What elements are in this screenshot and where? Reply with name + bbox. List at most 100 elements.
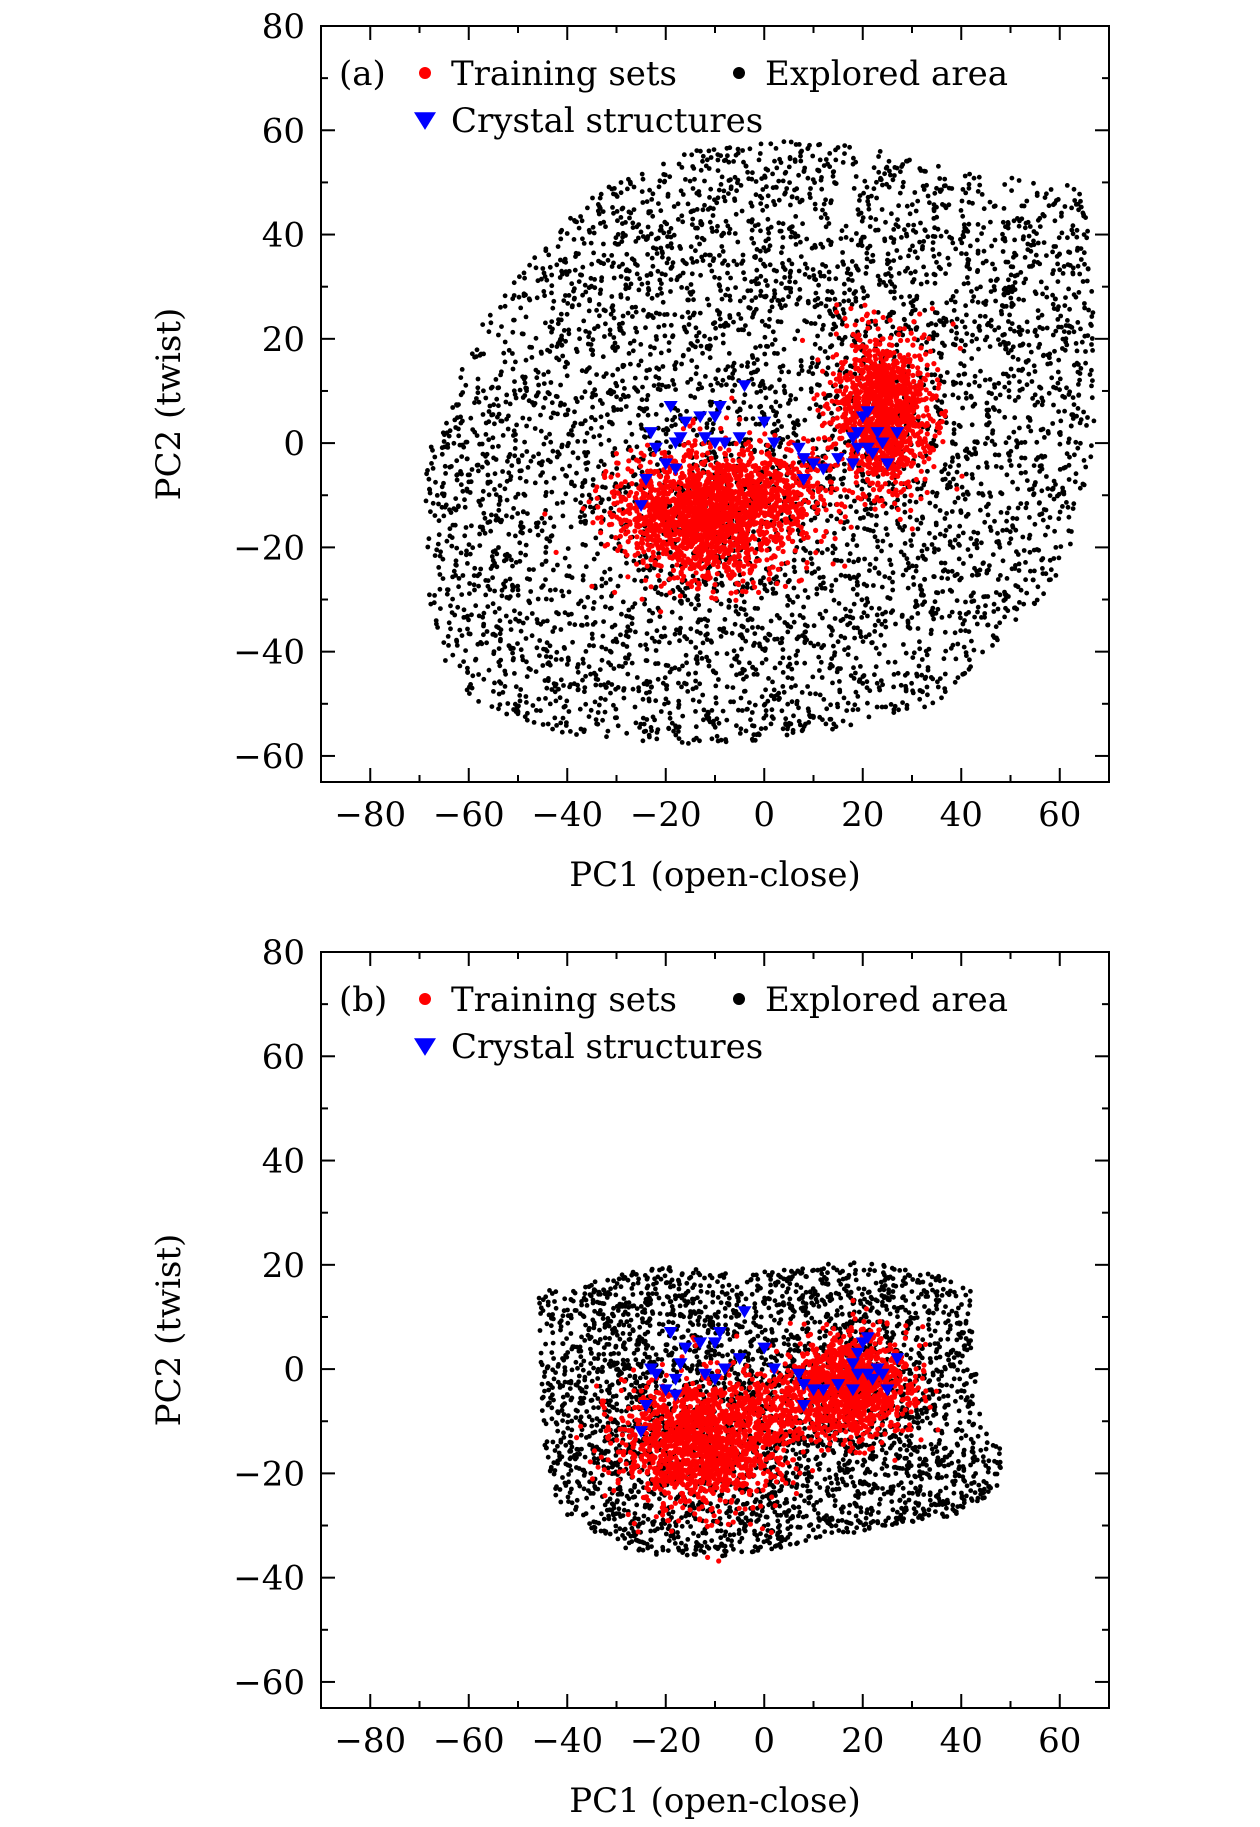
- explored-point: [628, 281, 634, 287]
- explored-point: [624, 251, 630, 257]
- explored-point: [821, 580, 826, 586]
- explored-point: [597, 313, 602, 319]
- explored-point: [508, 474, 514, 479]
- explored-point: [1056, 235, 1062, 241]
- explored-point: [833, 181, 838, 186]
- explored-point: [620, 205, 626, 211]
- explored-point: [541, 289, 547, 294]
- explored-point: [839, 321, 845, 327]
- explored-point: [890, 177, 896, 183]
- explored-point: [780, 244, 785, 250]
- explored-point: [978, 507, 983, 513]
- explored-point: [758, 293, 763, 298]
- explored-point: [766, 230, 772, 236]
- explored-point: [981, 225, 986, 230]
- explored-point: [765, 216, 771, 222]
- explored-point: [1006, 505, 1012, 511]
- explored-point: [947, 613, 952, 619]
- explored-point: [498, 681, 504, 686]
- explored-point: [759, 318, 765, 324]
- explored-point: [992, 518, 997, 524]
- explored-point: [961, 281, 967, 287]
- explored-point: [786, 294, 791, 300]
- explored-point: [1072, 198, 1078, 203]
- explored-point: [591, 250, 596, 256]
- explored-point: [684, 660, 689, 666]
- explored-point: [1008, 326, 1013, 332]
- explored-point: [769, 707, 775, 713]
- explored-point: [722, 617, 728, 622]
- explored-point: [587, 330, 592, 336]
- explored-point: [743, 728, 749, 734]
- explored-point: [558, 677, 564, 683]
- explored-point: [778, 319, 784, 325]
- explored-point: [966, 450, 972, 455]
- explored-point: [963, 454, 969, 460]
- explored-point: [1012, 605, 1018, 611]
- explored-point: [1061, 489, 1067, 495]
- explored-point: [826, 221, 832, 226]
- explored-point: [467, 472, 472, 478]
- explored-point: [715, 168, 721, 174]
- explored-point: [940, 568, 946, 574]
- explored-point: [996, 337, 1001, 342]
- explored-point: [486, 409, 492, 414]
- explored-point: [593, 717, 599, 722]
- explored-point: [634, 329, 640, 335]
- explored-point: [593, 535, 599, 541]
- explored-point: [917, 646, 923, 652]
- explored-point: [821, 697, 827, 702]
- explored-point: [491, 651, 497, 657]
- explored-point: [985, 435, 990, 441]
- explored-point: [531, 567, 536, 572]
- explored-point: [918, 520, 924, 526]
- explored-point: [1066, 462, 1072, 468]
- explored-point: [713, 670, 719, 676]
- explored-point: [1029, 379, 1035, 384]
- explored-point: [1053, 328, 1059, 334]
- explored-point: [598, 287, 604, 293]
- explored-point: [984, 460, 989, 466]
- explored-point: [1003, 371, 1009, 377]
- explored-point: [578, 598, 584, 604]
- explored-point: [456, 433, 462, 439]
- explored-point: [776, 220, 782, 226]
- explored-point: [1025, 247, 1031, 253]
- explored-point: [758, 380, 764, 386]
- explored-point: [688, 601, 694, 607]
- explored-point: [727, 297, 733, 303]
- explored-point: [569, 304, 575, 310]
- explored-point: [1032, 521, 1038, 527]
- explored-point: [1089, 383, 1094, 389]
- explored-point: [1053, 573, 1059, 578]
- explored-point: [558, 236, 564, 242]
- explored-point: [609, 253, 615, 258]
- explored-point: [625, 634, 631, 640]
- explored-point: [460, 418, 465, 424]
- explored-point: [1016, 296, 1022, 302]
- explored-point: [677, 638, 682, 644]
- explored-point: [682, 634, 687, 639]
- explored-point: [1017, 332, 1023, 337]
- explored-point: [683, 652, 689, 658]
- explored-point: [697, 241, 702, 247]
- explored-point: [1078, 366, 1084, 371]
- explored-point: [520, 374, 525, 380]
- explored-point: [843, 223, 849, 229]
- explored-point: [524, 717, 530, 723]
- explored-point: [751, 529, 756, 535]
- explored-point: [626, 351, 632, 356]
- explored-point: [623, 282, 629, 288]
- explored-point: [912, 249, 918, 255]
- explored-point: [531, 402, 537, 408]
- explored-point: [733, 285, 738, 290]
- explored-point: [1012, 328, 1017, 334]
- explored-point: [1052, 348, 1057, 354]
- explored-point: [950, 341, 956, 347]
- explored-point: [719, 174, 725, 180]
- explored-point: [731, 159, 736, 164]
- explored-point: [1018, 587, 1024, 593]
- explored-point: [1044, 253, 1049, 258]
- explored-point: [995, 606, 1001, 612]
- explored-point: [531, 720, 537, 725]
